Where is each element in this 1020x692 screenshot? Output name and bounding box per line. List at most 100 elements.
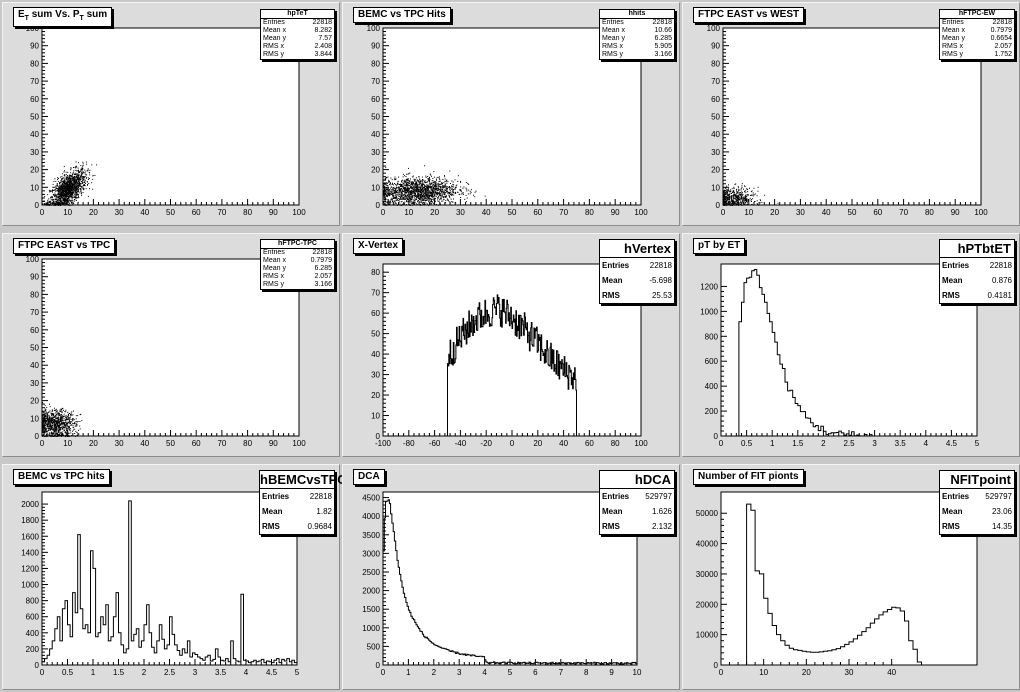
scatter-point bbox=[388, 199, 390, 201]
scatter-point bbox=[460, 197, 462, 198]
scatter-point bbox=[61, 203, 63, 204]
stats-value: 2.057 bbox=[994, 43, 1012, 50]
scatter-point bbox=[747, 204, 749, 206]
scatter-point bbox=[402, 194, 404, 196]
scatter-point bbox=[421, 176, 423, 178]
scatter-point bbox=[43, 419, 45, 421]
scatter-point bbox=[47, 412, 49, 414]
scatter-point bbox=[437, 182, 439, 184]
scatter-point bbox=[58, 421, 60, 423]
scatter-point bbox=[72, 174, 74, 176]
scatter-point bbox=[73, 180, 75, 182]
scatter-point bbox=[65, 436, 67, 437]
scatter-point bbox=[57, 431, 59, 433]
scatter-point bbox=[65, 424, 67, 426]
scatter-point bbox=[447, 192, 449, 194]
scatter-point bbox=[408, 193, 410, 195]
scatter-point bbox=[405, 196, 407, 198]
scatter-point bbox=[74, 435, 76, 437]
scatter-point bbox=[64, 197, 65, 199]
scatter-point bbox=[61, 412, 63, 414]
scatter-point bbox=[59, 424, 61, 426]
scatter-point bbox=[412, 176, 414, 178]
scatter-point bbox=[427, 189, 429, 191]
scatter-point bbox=[433, 191, 434, 193]
scatter-point bbox=[391, 183, 393, 185]
scatter-point bbox=[51, 413, 53, 415]
scatter-point bbox=[416, 186, 418, 188]
scatter-point bbox=[407, 186, 409, 188]
scatter-point bbox=[50, 418, 52, 420]
scatter-point bbox=[399, 199, 401, 201]
scatter-point bbox=[723, 191, 725, 193]
scatter-point bbox=[51, 431, 53, 433]
scatter-point bbox=[437, 204, 439, 206]
scatter-point bbox=[398, 190, 400, 192]
scatter-point bbox=[77, 191, 79, 193]
scatter-point bbox=[759, 202, 761, 204]
scatter-point bbox=[56, 196, 58, 198]
scatter-point bbox=[395, 194, 397, 195]
scatter-point bbox=[49, 418, 50, 420]
scatter-point bbox=[71, 174, 73, 176]
scatter-point bbox=[737, 199, 739, 201]
scatter-point bbox=[53, 430, 55, 432]
scatter-point bbox=[453, 192, 455, 194]
scatter-point bbox=[407, 194, 409, 196]
scatter-point bbox=[56, 426, 58, 428]
scatter-point bbox=[431, 175, 432, 177]
scatter-point bbox=[73, 191, 75, 193]
scatter-point bbox=[395, 188, 397, 190]
scatter-point bbox=[436, 191, 438, 193]
scatter-point bbox=[445, 180, 447, 182]
scatter-point bbox=[406, 197, 408, 199]
scatter-point bbox=[78, 184, 80, 186]
scatter-point bbox=[57, 422, 59, 423]
scatter-point bbox=[744, 200, 746, 202]
scatter-point bbox=[417, 190, 419, 191]
scatter-point bbox=[728, 195, 730, 197]
scatter-point bbox=[92, 178, 94, 180]
scatter-point bbox=[737, 197, 739, 199]
scatter-point bbox=[65, 203, 67, 205]
scatter-point bbox=[47, 429, 49, 431]
scatter-point bbox=[427, 185, 429, 186]
scatter-point bbox=[76, 193, 78, 195]
scatter-point bbox=[47, 203, 49, 205]
scatter-point bbox=[46, 423, 48, 425]
scatter-point bbox=[70, 178, 72, 180]
scatter-point bbox=[61, 187, 63, 189]
scatter-point bbox=[435, 188, 437, 189]
scatter-point bbox=[53, 410, 55, 411]
scatter-point bbox=[65, 420, 66, 422]
scatter-point bbox=[78, 178, 80, 180]
scatter-point bbox=[741, 195, 743, 197]
scatter-point bbox=[59, 427, 61, 428]
plot-svg: -100 -80 -60 -40 -20 0 20 40 60 80 100010203040506… bbox=[371, 263, 648, 448]
scatter-point bbox=[64, 186, 66, 188]
y-tick-label: 80 bbox=[371, 59, 380, 68]
scatter-point bbox=[404, 193, 406, 195]
scatter-point bbox=[388, 200, 390, 202]
scatter-point bbox=[432, 188, 434, 190]
scatter-point bbox=[67, 171, 69, 173]
scatter-point bbox=[57, 418, 59, 420]
scatter-point bbox=[75, 180, 77, 182]
scatter-point bbox=[729, 204, 731, 206]
scatter-point bbox=[424, 182, 426, 184]
scatter-point bbox=[44, 419, 46, 421]
scatter-point bbox=[735, 203, 737, 205]
scatter-point bbox=[390, 182, 391, 184]
scatter-point bbox=[433, 185, 435, 187]
scatter-point bbox=[441, 198, 442, 200]
scatter-point bbox=[425, 192, 427, 194]
scatter-point bbox=[67, 193, 69, 195]
scatter-point bbox=[416, 181, 418, 183]
scatter-point bbox=[71, 198, 73, 200]
scatter-point bbox=[62, 434, 64, 436]
scatter-point bbox=[424, 185, 426, 186]
scatter-point bbox=[68, 176, 70, 178]
scatter-point bbox=[70, 191, 72, 193]
scatter-point bbox=[392, 198, 393, 200]
plot-title: BEMC vs TPC Hits bbox=[353, 7, 451, 23]
